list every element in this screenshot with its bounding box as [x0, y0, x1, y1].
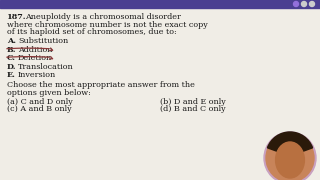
Text: D.: D.: [7, 62, 17, 71]
Wedge shape: [268, 132, 313, 156]
Text: Translocation: Translocation: [18, 62, 74, 71]
Circle shape: [293, 1, 299, 6]
Text: Choose the most appropriate answer from the: Choose the most appropriate answer from …: [7, 81, 195, 89]
Circle shape: [264, 132, 316, 180]
Text: of its haploid set of chromosomes, due to:: of its haploid set of chromosomes, due t…: [7, 28, 177, 36]
Circle shape: [301, 1, 307, 6]
Text: options given below:: options given below:: [7, 89, 91, 96]
Bar: [0, 0, 320, 8]
Text: B.: B.: [7, 46, 17, 53]
Text: Inversion: Inversion: [18, 71, 56, 79]
Text: (d) B and C only: (d) B and C only: [160, 105, 226, 113]
Text: A.: A.: [7, 37, 16, 45]
Text: 187.: 187.: [7, 13, 27, 21]
Text: Substitution: Substitution: [18, 37, 68, 45]
Text: (b) D and E only: (b) D and E only: [160, 98, 226, 105]
Text: where chromosome number is not the exact copy: where chromosome number is not the exact…: [7, 21, 208, 28]
Text: Addition: Addition: [18, 46, 52, 53]
Text: C.: C.: [7, 54, 16, 62]
Circle shape: [266, 134, 314, 180]
Text: Aneuploidy is a chromosomal disorder: Aneuploidy is a chromosomal disorder: [25, 13, 181, 21]
Text: E.: E.: [7, 71, 16, 79]
Ellipse shape: [276, 142, 304, 178]
Text: (c) A and B only: (c) A and B only: [7, 105, 72, 113]
Text: Deletion: Deletion: [18, 54, 52, 62]
Circle shape: [309, 1, 315, 6]
Text: (a) C and D only: (a) C and D only: [7, 98, 73, 105]
